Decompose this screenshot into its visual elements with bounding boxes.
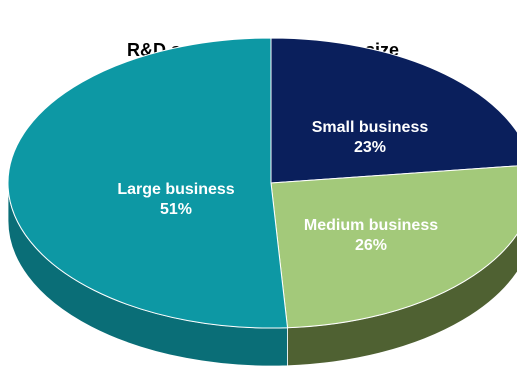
pie-slice-medium-business xyxy=(270,165,517,329)
slice-label-medium-business: Medium business xyxy=(304,217,438,234)
slice-value-small-business: 23% xyxy=(354,139,386,156)
slice-label-small-business: Small business xyxy=(312,119,429,136)
pie-slices xyxy=(7,37,517,329)
slice-value-medium-business: 26% xyxy=(355,237,387,254)
pie-labels: Small business 23% Medium business 26% Large… xyxy=(117,119,438,254)
slice-label-large-business: Large business xyxy=(117,181,234,198)
pie-slice-large-business xyxy=(7,37,289,329)
pie-slice-small-business xyxy=(270,37,517,184)
slice-value-large-business: 51% xyxy=(160,201,192,218)
